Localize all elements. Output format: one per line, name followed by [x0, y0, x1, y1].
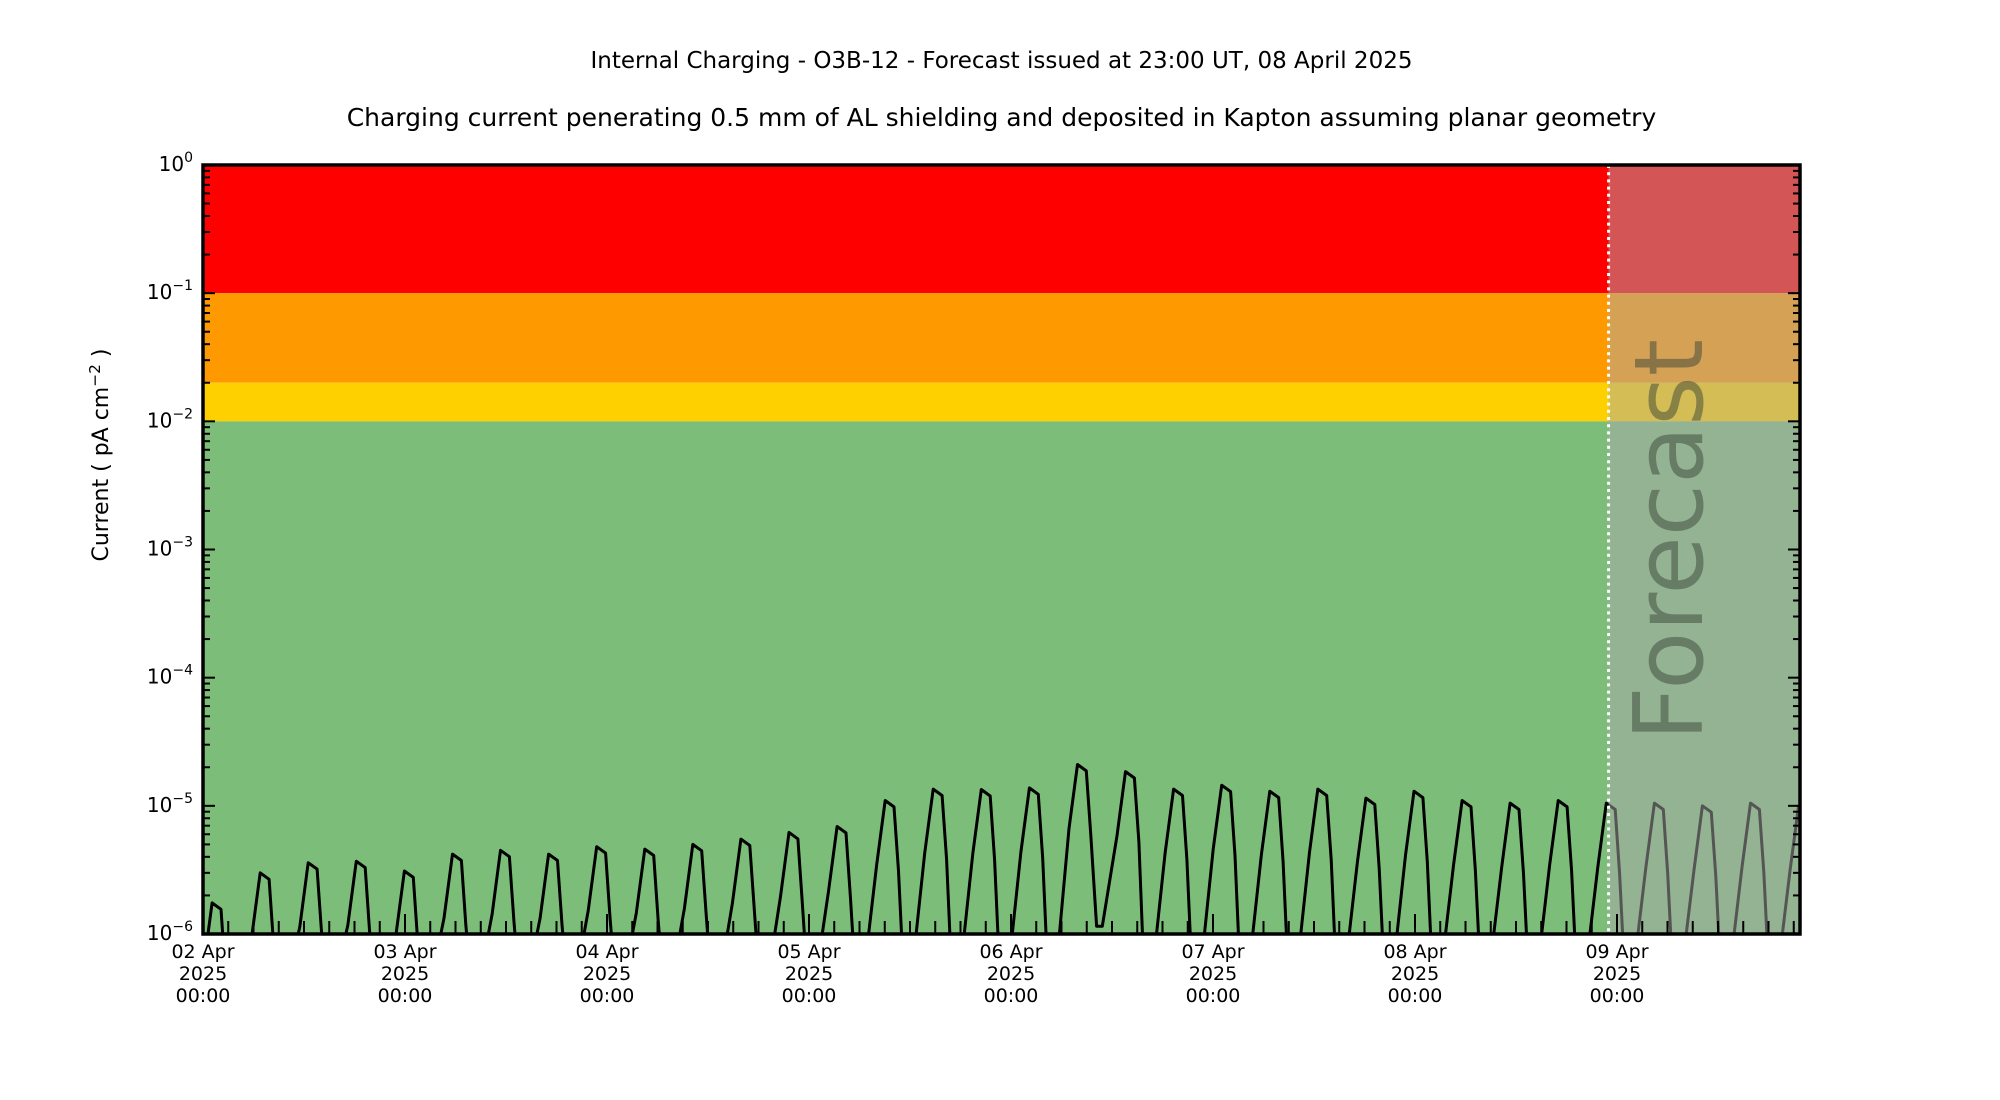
y-tick-label: 10−1 — [147, 278, 193, 304]
x-axis-tick-labels: 02 Apr 2025 00:00 03 Apr 2025 00:00 04 Apr 2025… — [171, 941, 1648, 1007]
y-tick-label: 10−3 — [147, 535, 193, 561]
y-tick-label: 100 — [159, 150, 193, 176]
x-tick-label: 03 Apr 2025 00:00 — [373, 941, 436, 1007]
risk-band-green — [203, 421, 1800, 935]
charging-current-line — [206, 763, 1800, 934]
chart-title: Internal Charging - O3B-12 - Forecast is… — [590, 48, 1413, 74]
risk-band-yellow — [203, 382, 1800, 422]
plot-border — [201, 163, 1802, 936]
y-axis-tick-labels: 100 10−1 10−2 10−3 10−4 10−5 10−6 — [147, 150, 193, 945]
x-tick-label: 07 Apr 2025 00:00 — [1181, 941, 1244, 1007]
x-tick-label: 09 Apr 2025 00:00 — [1585, 941, 1648, 1007]
x-tick-label: 06 Apr 2025 00:00 — [979, 941, 1042, 1007]
y-tick-label: 10−4 — [147, 663, 193, 689]
risk-band-orange — [203, 293, 1800, 383]
y-tick-label: 10−2 — [147, 406, 193, 432]
y-tick-label: 10−5 — [147, 791, 193, 817]
y-tick-label: 10−6 — [147, 919, 193, 945]
x-tick-label: 04 Apr 2025 00:00 — [575, 941, 638, 1007]
forecast-watermark: Forecast — [1615, 339, 1725, 741]
risk-bands — [203, 165, 1800, 935]
risk-band-red — [203, 165, 1800, 294]
x-tick-label: 02 Apr 2025 00:00 — [171, 941, 234, 1007]
forecast-region-overlay — [1608, 165, 1800, 934]
x-tick-label: 08 Apr 2025 00:00 — [1383, 941, 1446, 1007]
chart-subtitle: Charging current penerating 0.5 mm of AL… — [346, 103, 1657, 132]
x-tick-label: 05 Apr 2025 00:00 — [777, 941, 840, 1007]
